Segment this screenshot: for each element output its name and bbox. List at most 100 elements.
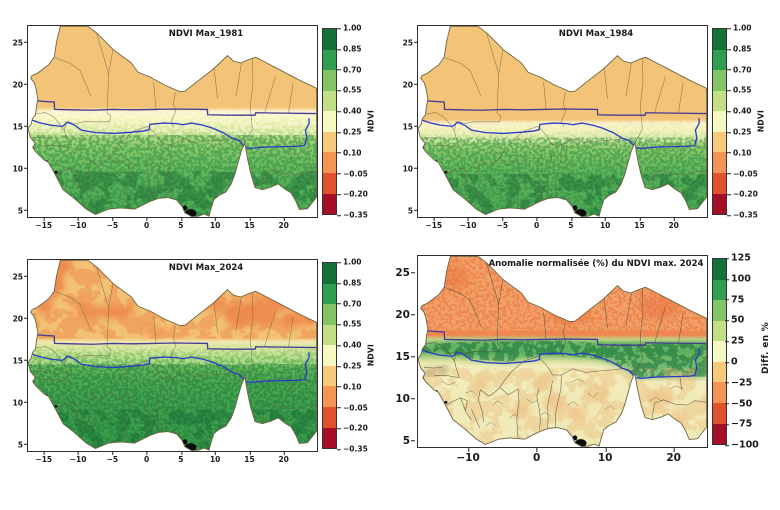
- panel-title: Anomalie normalisée (%) du NDVI max. 202…: [488, 259, 704, 269]
- colorbar-axis-label: NDVI: [366, 343, 376, 367]
- colorbar-tick-label: 0.70: [337, 64, 362, 74]
- colorbar-tick-label: −100: [725, 439, 759, 451]
- map-ndvi-2024: [28, 260, 317, 451]
- panel-ndvi-1984: NDVI Max_1984 −15 −10 −5 0 5 10 15 20 25…: [390, 0, 780, 250]
- colorbar-axis-label: Diff. en %: [761, 321, 771, 375]
- x-tick-label: 20: [278, 451, 289, 464]
- colorbar-tick-label: 0.70: [727, 64, 752, 74]
- colorbar-tick-label: 0.40: [337, 340, 362, 350]
- colorbar-axis-label: NDVI: [756, 109, 766, 133]
- y-tick-label: 5: [0, 207, 23, 215]
- colorbar-segment: [713, 193, 726, 215]
- colorbar-segment: [323, 29, 336, 50]
- colorbar-segment: [323, 90, 336, 112]
- panel-anomaly-2024: Anomalie normalisée (%) du NDVI max. 202…: [390, 230, 780, 480]
- colorbar-tick-label: 0.25: [727, 127, 752, 137]
- colorbar-segment: [323, 304, 336, 325]
- colorbar-segment: [323, 152, 336, 173]
- panel-title: NDVI Max_1981: [168, 29, 244, 39]
- colorbar-segment: [323, 427, 336, 449]
- x-tick-label: 5: [568, 217, 574, 230]
- colorbar-tick-label: −0.05: [337, 168, 368, 178]
- colorbar: [712, 258, 727, 445]
- colorbar: [322, 28, 337, 215]
- colorbar-segment: [323, 365, 336, 387]
- colorbar-tick-label: −50: [724, 397, 753, 409]
- panel-title: NDVI Max_2024: [168, 263, 244, 273]
- y-tick-label: 20: [0, 81, 23, 89]
- x-tick-label: 0: [143, 451, 150, 464]
- x-tick-label: −10: [69, 217, 87, 230]
- colorbar-tick-label: 0.10: [727, 147, 752, 157]
- colorbar-tick-label: 0.85: [337, 44, 362, 54]
- x-tick-label: −15: [35, 451, 53, 464]
- colorbar-segment: [323, 131, 336, 153]
- panel-title: NDVI Max_1984: [558, 29, 634, 39]
- x-tick-label: 10: [599, 217, 611, 230]
- colorbar-segment: [713, 361, 726, 383]
- colorbar-tick-label: 0.10: [337, 147, 362, 157]
- colorbar-tick-label: 0.55: [337, 85, 362, 95]
- colorbar-tick-label: 1.00: [727, 23, 752, 33]
- colorbar-segment: [713, 49, 726, 71]
- x-tick-label: −15: [35, 217, 53, 230]
- y-tick-label: 25: [0, 273, 23, 281]
- colorbar-tick-label: 0.55: [337, 319, 362, 329]
- x-tick-label: 10: [209, 217, 221, 230]
- y-tick-label: 10: [0, 165, 23, 173]
- y-tick-label: 10: [390, 165, 413, 173]
- colorbar-segment: [713, 300, 726, 321]
- y-tick-label: 20: [0, 315, 23, 323]
- colorbar-segment: [323, 283, 336, 305]
- colorbar-segment: [713, 423, 726, 445]
- colorbar: [322, 262, 337, 449]
- colorbar-tick-label: 1.00: [337, 257, 362, 267]
- colorbar-segment: [713, 382, 726, 403]
- x-tick-label: 15: [244, 217, 255, 230]
- x-tick-label: −5: [106, 451, 119, 464]
- x-tick-label: 15: [634, 217, 645, 230]
- colorbar-tick-label: 0.70: [337, 298, 362, 308]
- x-tick-label: 20: [666, 448, 681, 464]
- y-tick-label: 20: [384, 309, 410, 320]
- colorbar-segment: [713, 152, 726, 173]
- colorbar-segment: [713, 70, 726, 91]
- colorbar-tick-label: −0.35: [727, 210, 758, 220]
- map-anomaly-2024: [418, 256, 707, 447]
- colorbar-segment: [323, 193, 336, 215]
- panel-ndvi-1981: NDVI Max_1981 −15 −10 −5 0 5 10 15 20 25…: [0, 0, 390, 250]
- x-tick-label: 0: [143, 217, 150, 230]
- colorbar-tick-label: 0.85: [727, 44, 752, 54]
- colorbar-tick-label: −0.20: [727, 189, 758, 199]
- colorbar-segment: [713, 90, 726, 112]
- colorbar-segment: [713, 341, 726, 362]
- colorbar-tick-label: 0.25: [337, 127, 362, 137]
- colorbar-segment: [713, 279, 726, 301]
- x-tick-label: 0: [532, 448, 541, 464]
- x-tick-label: −10: [456, 448, 480, 464]
- y-tick-label: 25: [0, 39, 23, 47]
- colorbar-tick-label: 75: [724, 293, 745, 305]
- y-tick-label: 15: [384, 351, 410, 362]
- colorbar-tick-label: 50: [724, 314, 745, 326]
- colorbar-segment: [713, 29, 726, 50]
- plot-area-1981: NDVI Max_1981: [27, 25, 318, 218]
- colorbar-segment: [323, 324, 336, 346]
- colorbar-segment: [713, 320, 726, 342]
- x-tick-label: −10: [69, 451, 87, 464]
- y-tick-label: 10: [0, 399, 23, 407]
- colorbar-segment: [713, 131, 726, 153]
- colorbar-tick-label: 100: [725, 273, 751, 285]
- y-tick-label: 25: [390, 39, 413, 47]
- map-ndvi-1981: [28, 26, 317, 217]
- x-tick-label: 15: [244, 451, 255, 464]
- colorbar-tick-label: −25: [724, 376, 753, 388]
- y-tick-label: 20: [390, 81, 413, 89]
- plot-area-1984: NDVI Max_1984: [417, 25, 708, 218]
- y-tick-label: 15: [0, 357, 23, 365]
- colorbar-tick-label: −0.20: [337, 189, 368, 199]
- colorbar-segment: [323, 111, 336, 132]
- colorbar-segment: [713, 111, 726, 132]
- y-tick-label: 10: [384, 393, 410, 404]
- colorbar-tick-label: 0: [725, 356, 738, 368]
